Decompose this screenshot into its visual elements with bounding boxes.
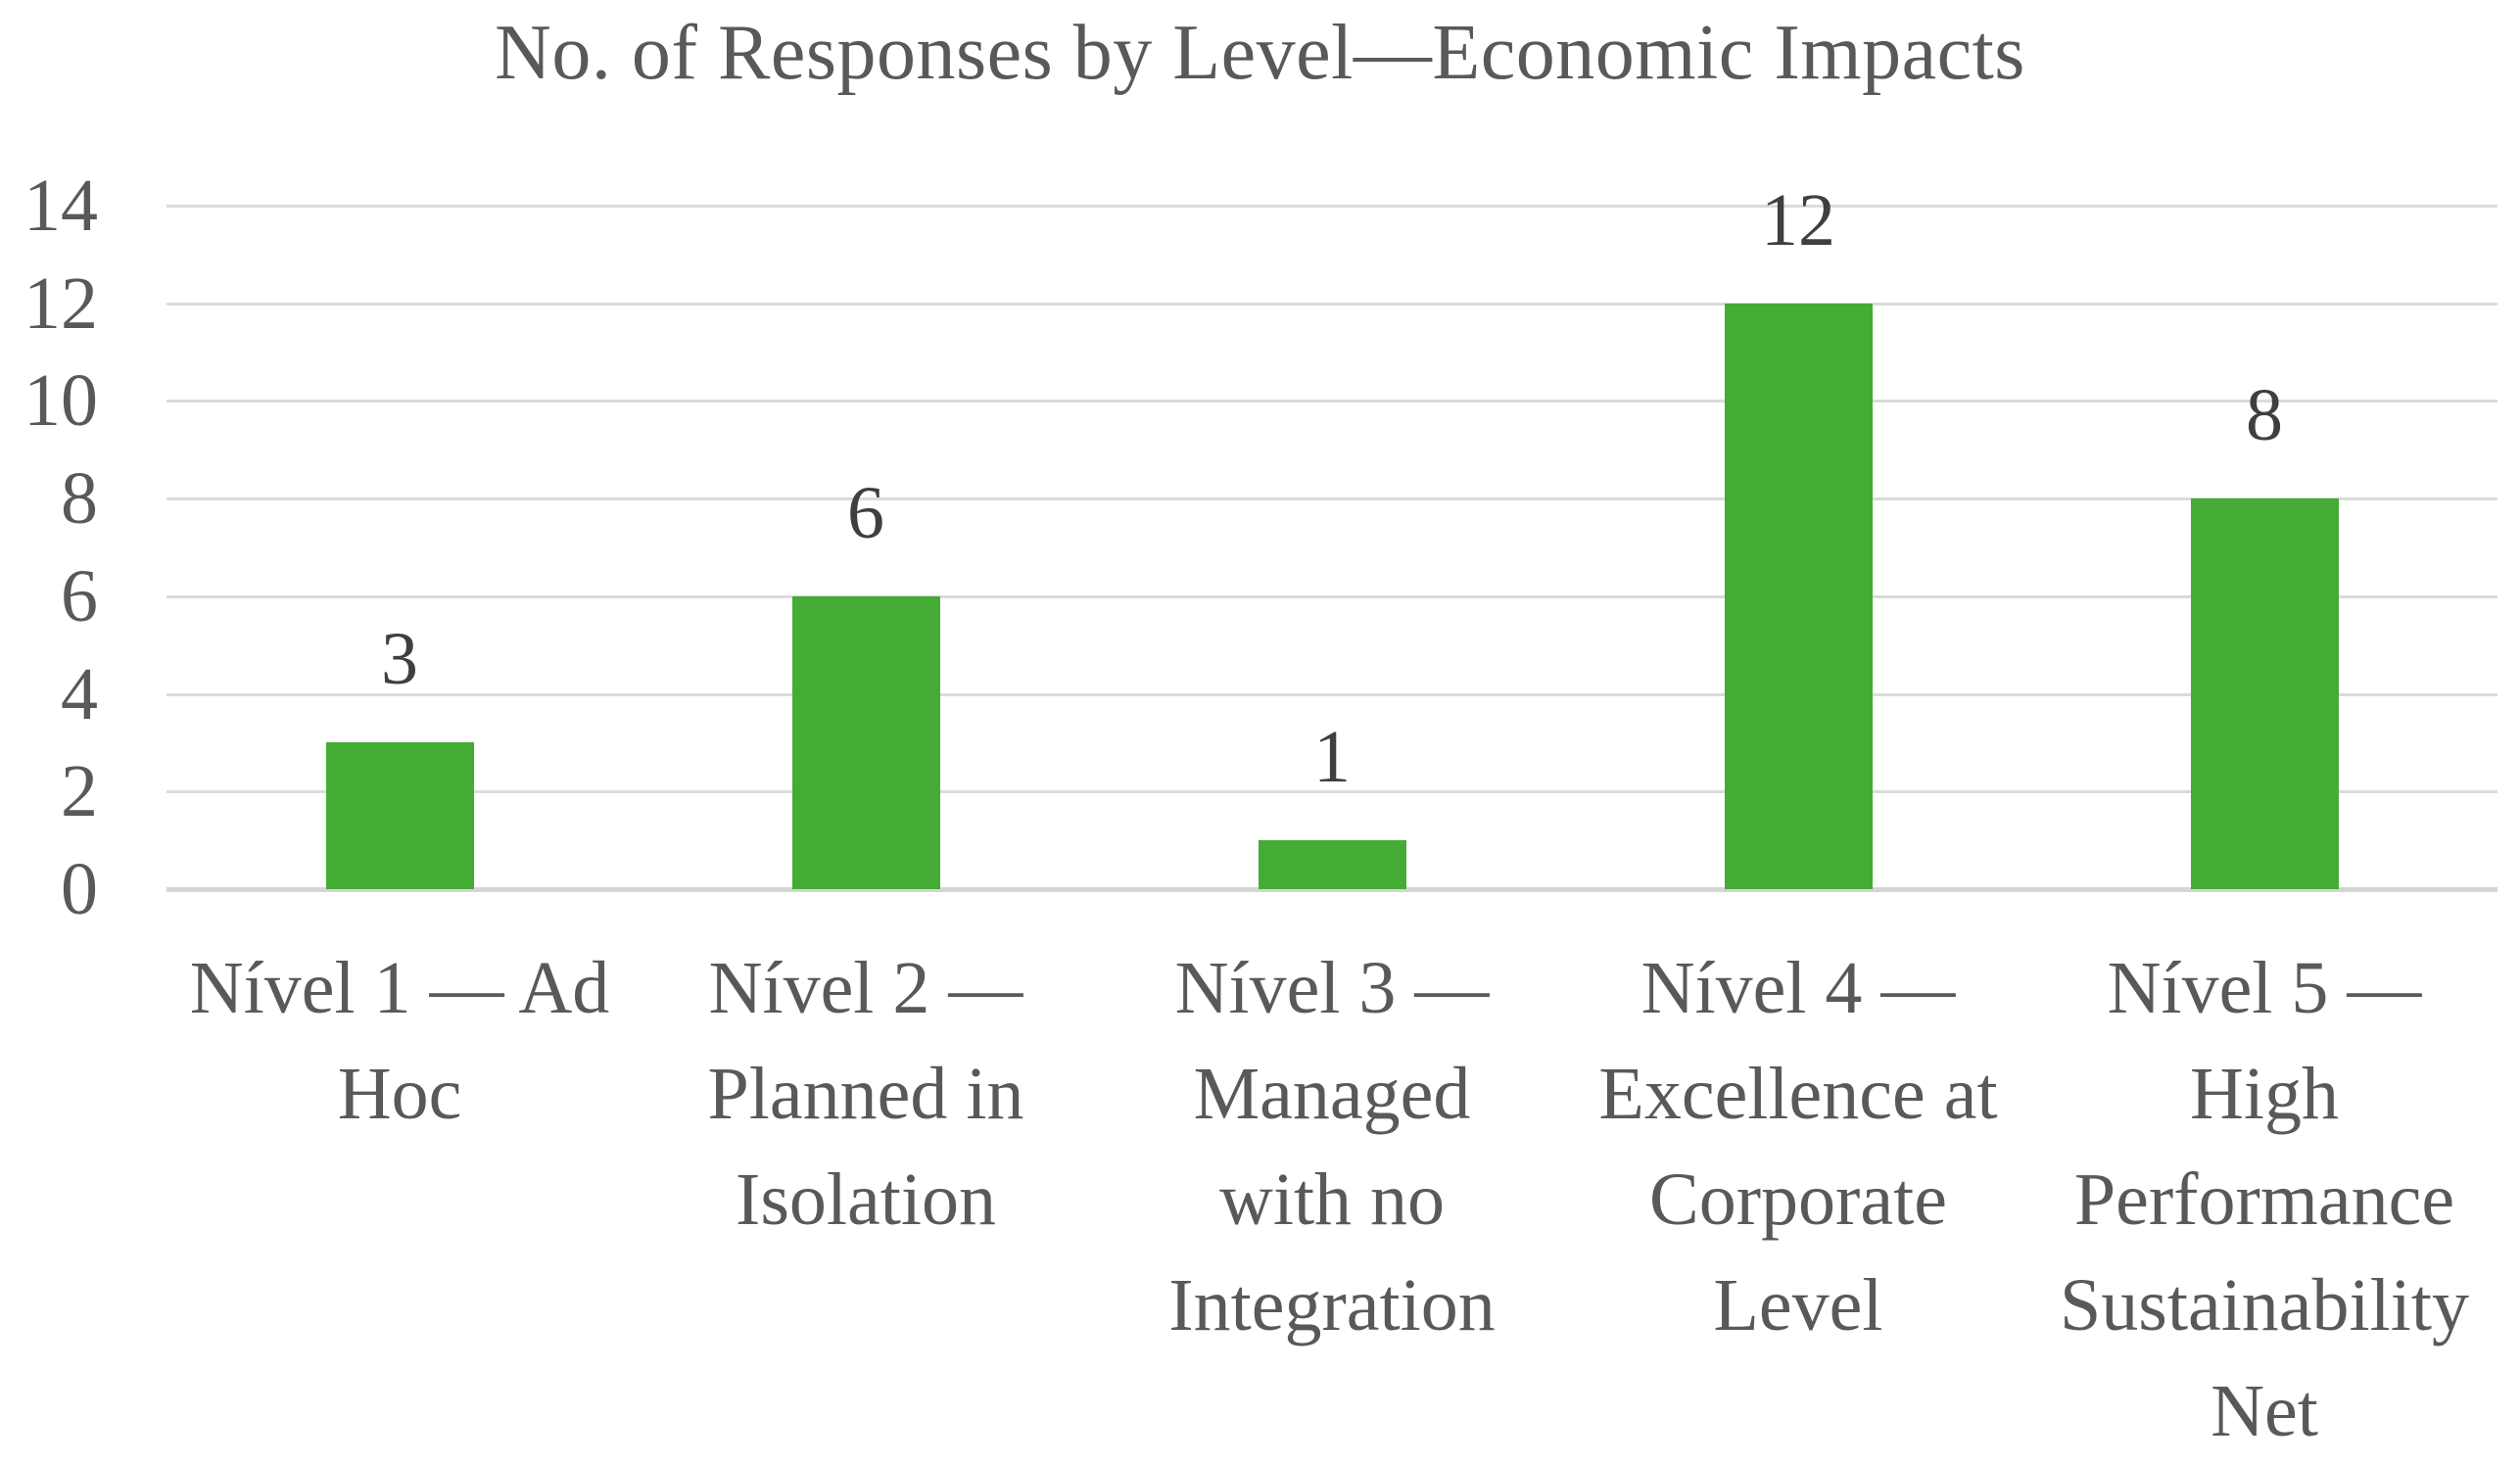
y-tick-label: 4	[61, 652, 98, 735]
category-label: Nível 2 — Planned in Isolation	[707, 947, 1024, 1241]
y-tick-label: 2	[61, 750, 98, 833]
gridline	[166, 497, 2497, 501]
bar-value-label: 8	[2246, 374, 2283, 457]
bar	[1258, 840, 1406, 889]
y-tick-label: 8	[61, 457, 98, 541]
bar-value-label: 6	[847, 471, 884, 554]
gridline	[166, 790, 2497, 794]
bar	[2190, 498, 2339, 889]
x-axis-line	[166, 887, 2497, 892]
y-tick-label: 6	[61, 554, 98, 638]
gridline	[166, 594, 2497, 598]
category-label: Nível 1 — Ad Hoc	[189, 947, 610, 1135]
bar	[1724, 303, 1873, 889]
bar-value-label: 12	[1761, 178, 1835, 261]
category-label: Nível 4 — Excellence at Corporate Level	[1598, 947, 1998, 1346]
gridline	[166, 692, 2497, 696]
gridline	[166, 302, 2497, 306]
bar	[325, 742, 474, 889]
gridline	[166, 205, 2497, 208]
category-label: Nível 5 — High Performance Sustainability Ne…	[2060, 947, 2469, 1452]
category-label: Nível 3 — Managed with no Integration	[1168, 947, 1496, 1346]
bar-value-label: 1	[1313, 716, 1351, 799]
y-tick-label: 14	[24, 165, 98, 247]
gridline	[166, 400, 2497, 403]
chart-title: No. of Responses by Level—Economic Impac…	[495, 10, 2025, 96]
y-tick-label: 12	[24, 261, 98, 345]
bar	[791, 595, 940, 889]
y-tick-label: 10	[24, 359, 98, 443]
bar-value-label: 3	[381, 618, 418, 701]
y-tick-label: 0	[61, 848, 98, 930]
